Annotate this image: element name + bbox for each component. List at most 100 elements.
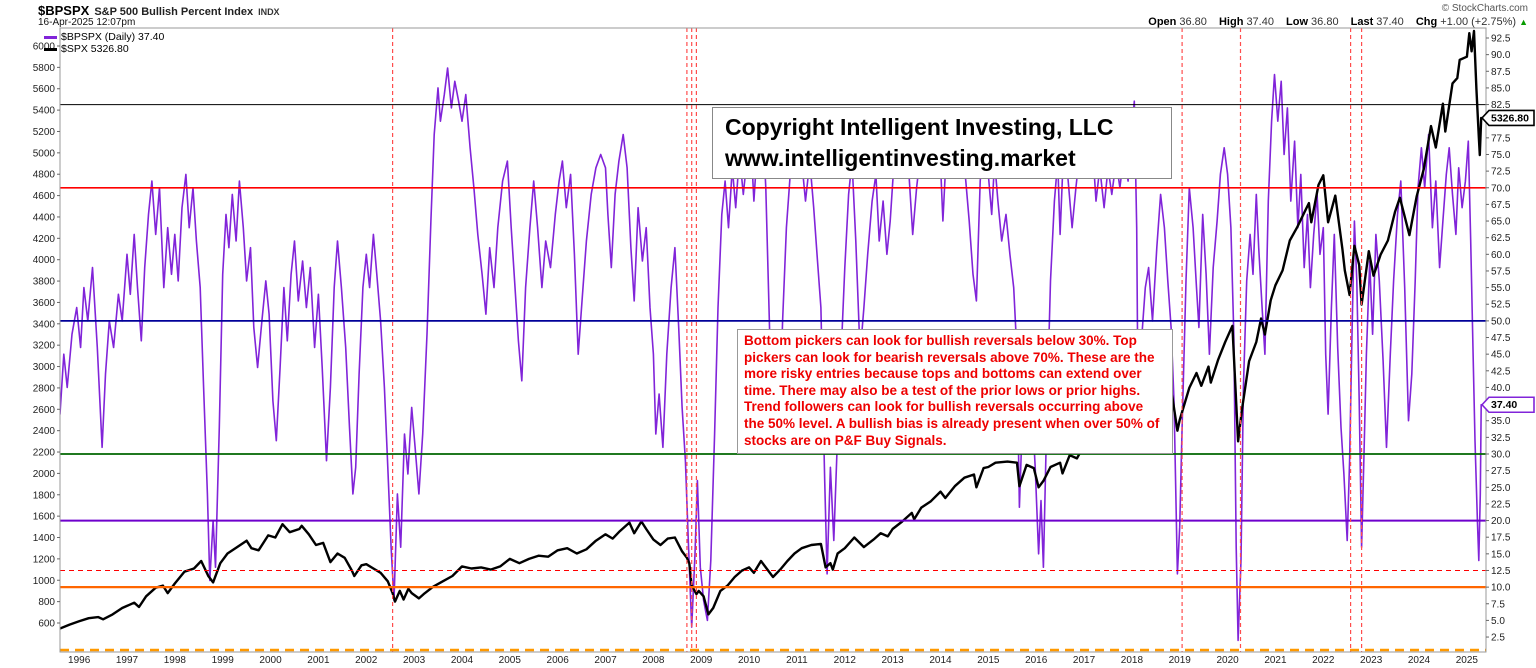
right-tick-label: 27.5 — [1491, 466, 1511, 477]
left-tick-label: 5000 — [33, 148, 56, 159]
left-tick-label: 2200 — [33, 448, 56, 459]
right-tick-label: 25.0 — [1491, 483, 1511, 494]
left-tick-label: 2400 — [33, 426, 56, 437]
copyright-box: Copyright Intelligent Investing, LLC www… — [712, 107, 1172, 179]
right-tick-label: 30.0 — [1491, 450, 1511, 461]
x-tick-label-1999: 1999 — [212, 655, 235, 666]
left-tick-label: 3000 — [33, 362, 56, 373]
right-tick-label: 12.5 — [1491, 566, 1511, 577]
x-tick-label-2017: 2017 — [1073, 655, 1096, 666]
x-tick-label-1998: 1998 — [164, 655, 187, 666]
right-tick-label: 55.0 — [1491, 283, 1511, 294]
right-tick-label: 77.5 — [1491, 133, 1511, 144]
x-tick-label-2001: 2001 — [307, 655, 330, 666]
low-label: Low — [1286, 16, 1309, 28]
x-tick-label-2021: 2021 — [1264, 655, 1287, 666]
price-tag-spx — [1480, 109, 1535, 127]
right-tick-label: 87.5 — [1491, 67, 1511, 78]
x-tick-label-2013: 2013 — [882, 655, 905, 666]
index-name-label: S&P 500 Bullish Percent Index — [94, 6, 254, 18]
right-tick-label: 47.5 — [1491, 333, 1511, 344]
x-tick-label-2015: 2015 — [977, 655, 1000, 666]
legend-item-1: $SPX 5326.80 — [44, 43, 164, 55]
left-tick-label: 4000 — [33, 255, 56, 266]
symbol-label: $BPSPX — [38, 3, 90, 18]
x-tick-label-2019: 2019 — [1169, 655, 1192, 666]
left-tick-label: 5600 — [33, 84, 56, 95]
price-tag-value: 5326.80 — [1491, 112, 1529, 124]
x-tick-label-2008: 2008 — [642, 655, 665, 666]
x-tick-label-2010: 2010 — [738, 655, 761, 666]
right-tick-label: 40.0 — [1491, 383, 1511, 394]
right-tick-label: 2.5 — [1491, 633, 1505, 644]
stockcharts-credit: © StockCharts.com — [1441, 3, 1528, 14]
up-arrow-icon: ▲ — [1519, 17, 1528, 27]
right-tick-label: 90.0 — [1491, 50, 1511, 61]
legend-swatch — [44, 47, 57, 51]
x-tick-label-2012: 2012 — [834, 655, 857, 666]
high-label: High — [1218, 16, 1244, 28]
x-tick-label-2025: 2025 — [1456, 655, 1479, 666]
left-tick-label: 2000 — [33, 469, 56, 480]
copyright-line-1: Copyright Intelligent Investing, LLC — [725, 114, 1114, 140]
left-tick-label: 800 — [38, 597, 55, 608]
left-tick-label: 3600 — [33, 298, 56, 309]
left-tick-label: 5800 — [33, 63, 56, 74]
right-tick-label: 65.0 — [1491, 217, 1511, 228]
x-tick-label-1996: 1996 — [68, 655, 91, 666]
right-tick-label: 32.5 — [1491, 433, 1511, 444]
series-spx — [60, 29, 1483, 630]
right-tick-label: 67.5 — [1491, 200, 1511, 211]
legend-item-0: $BPSPX (Daily) 37.40 — [44, 31, 164, 43]
right-tick-label: 70.0 — [1491, 183, 1511, 194]
right-tick-label: 85.0 — [1491, 83, 1511, 94]
right-tick-label: 50.0 — [1491, 316, 1511, 327]
left-tick-label: 4800 — [33, 170, 56, 181]
left-tick-label: 1000 — [33, 576, 56, 587]
x-tick-label-2009: 2009 — [690, 655, 713, 666]
legend-label: $BPSPX (Daily) 37.40 — [61, 31, 165, 43]
left-tick-label: 600 — [38, 618, 55, 629]
low-value: 36.80 — [1311, 16, 1339, 28]
open-value: 36.80 — [1179, 16, 1207, 28]
x-tick-label-2007: 2007 — [594, 655, 617, 666]
x-tick-label-2020: 2020 — [1216, 655, 1239, 666]
left-tick-label: 3800 — [33, 277, 56, 288]
price-tag-value: 37.40 — [1491, 399, 1517, 411]
right-tick-label: 20.0 — [1491, 516, 1511, 527]
x-tick-label-2006: 2006 — [547, 655, 570, 666]
last-value: 37.40 — [1376, 16, 1404, 28]
right-tick-label: 22.5 — [1491, 499, 1511, 510]
right-tick-label: 57.5 — [1491, 266, 1511, 277]
right-tick-label: 45.0 — [1491, 350, 1511, 361]
header-title-row: $BPSPX S&P 500 Bullish Percent Index INDX — [38, 2, 280, 20]
price-tag-bpspx — [1480, 396, 1535, 414]
right-tick-label: 72.5 — [1491, 167, 1511, 178]
right-tick-label: 5.0 — [1491, 616, 1505, 627]
right-tick-label: 17.5 — [1491, 533, 1511, 544]
x-tick-label-1997: 1997 — [116, 655, 139, 666]
chg-label: Chg — [1415, 16, 1438, 28]
x-tick-label-2018: 2018 — [1121, 655, 1144, 666]
legend-label: $SPX 5326.80 — [61, 43, 129, 55]
left-tick-label: 4400 — [33, 212, 56, 223]
left-tick-label: 1400 — [33, 533, 56, 544]
left-tick-label: 5400 — [33, 106, 56, 117]
plot-frame — [59, 27, 1487, 653]
left-tick-label: 1600 — [33, 512, 56, 523]
right-tick-label: 62.5 — [1491, 233, 1511, 244]
x-tick-label-2004: 2004 — [451, 655, 474, 666]
left-tick-label: 1800 — [33, 490, 56, 501]
chg-value: +1.00 (+2.75%) — [1440, 16, 1517, 28]
left-tick-label: 6000 — [33, 42, 56, 53]
x-tick-label-2003: 2003 — [403, 655, 426, 666]
legend: $BPSPX (Daily) 37.40 $SPX 5326.80 — [44, 31, 164, 55]
open-label: Open — [1148, 16, 1177, 28]
legend-swatch — [44, 35, 57, 39]
left-tick-label: 1200 — [33, 554, 56, 565]
right-tick-label: 82.5 — [1491, 100, 1511, 111]
left-tick-label: 3400 — [33, 319, 56, 330]
note-box: Bottom pickers can look for bullish reve… — [737, 329, 1173, 455]
left-tick-label: 2600 — [33, 405, 56, 416]
